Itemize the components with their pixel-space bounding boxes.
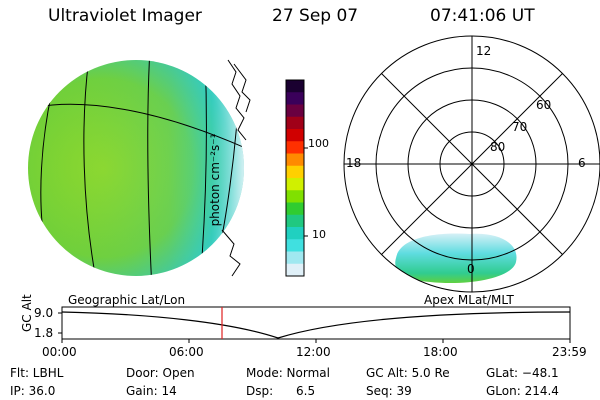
observation-time: 07:41:06 UT (430, 6, 535, 26)
colorbar-tick-100: 100 (308, 137, 329, 150)
colorbar-tick-10: 10 (312, 228, 326, 241)
colorbar-segment (286, 239, 304, 252)
polar-plot (343, 35, 600, 293)
app-title: Ultraviolet Imager (48, 6, 202, 26)
colorbar-segment (286, 227, 304, 240)
status-seq: Seq: 39 (366, 384, 412, 398)
colorbar-segment (286, 263, 304, 277)
status-filter: Flt: LBHL (10, 366, 64, 380)
time-tick-2359: 23:59 (552, 345, 587, 359)
status-door: Door: Open (126, 366, 195, 380)
status-gc-alt: GC Alt: 5.0 Re (366, 366, 450, 380)
alt-tick-9: 9.0 (34, 306, 54, 320)
apex-caption: Apex MLat/MLT (424, 293, 514, 307)
geographic-caption: Geographic Lat/Lon (68, 293, 186, 307)
colorbar-segment (286, 80, 304, 93)
observation-date: 27 Sep 07 (272, 6, 359, 26)
status-gain: Gain: 14 (126, 384, 177, 398)
colorbar-segment (286, 116, 304, 130)
time-tick-1800: 18:00 (423, 345, 458, 359)
colorbar-segment (286, 141, 304, 154)
colorbar-segment (286, 104, 304, 118)
altitude-strip (58, 306, 571, 343)
polar-mlt-12: 12 (476, 44, 492, 58)
polar-lat-80: 80 (490, 140, 506, 154)
colorbar-segment (286, 129, 304, 142)
status-ip: IP: 36.0 (10, 384, 56, 398)
colorbar-segment (286, 202, 304, 216)
status-glon: GLon: 214.4 (486, 384, 559, 398)
colorbar-frame (285, 79, 305, 277)
polar-mlt-18: 18 (346, 156, 362, 170)
status-mode: Mode: Normal (246, 366, 330, 380)
time-tick-1200: 12:00 (296, 345, 331, 359)
status-glat: GLat: −48.1 (486, 366, 559, 380)
time-tick-0000: 00:00 (42, 345, 77, 359)
alt-tick-1-8: 1.8 (34, 326, 54, 340)
time-tick-0600: 06:00 (169, 345, 204, 359)
polar-mlt-6: 6 (578, 156, 586, 170)
polar-lat-60: 60 (536, 98, 552, 112)
colorbar-segment (286, 214, 304, 228)
polar-mlt-0: 0 (467, 262, 475, 276)
polar-lat-70: 70 (512, 120, 528, 134)
colorbar-segment (286, 165, 304, 179)
status-dsp: Dsp: 6.5 (246, 384, 316, 398)
colorbar (285, 79, 308, 277)
colorbar-segment (286, 153, 304, 167)
colorbar-segment (286, 178, 304, 191)
colorbar-segment (286, 190, 304, 203)
colorbar-segment (286, 92, 304, 105)
gc-alt-axis-label: GC Alt (20, 294, 34, 332)
colorbar-segment (286, 251, 304, 265)
